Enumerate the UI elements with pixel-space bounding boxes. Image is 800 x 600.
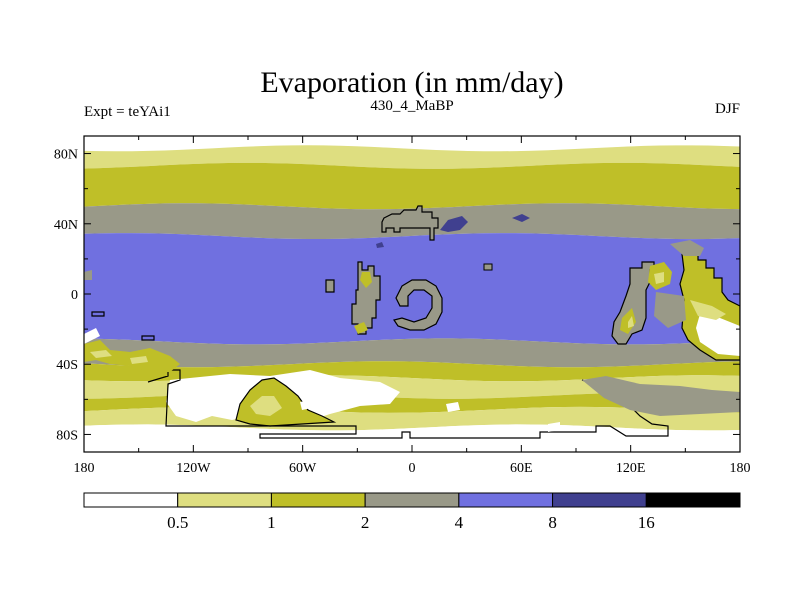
zonal-band-2 [84,162,740,210]
far-east-grey-patch [654,292,686,328]
south-grey-bump [582,376,740,416]
small-island [325,279,335,293]
x-tick-label: 0 [409,461,416,476]
y-axis: 80N 40N 0 40S 80S [54,148,740,443]
patch-8-16-small [512,214,530,222]
evaporation-field [84,136,740,452]
colorbar-box-1 [177,492,272,508]
west-lightyellow-coast [90,350,148,364]
x-tick-label: 180 [730,461,751,476]
zonal-band-1 [84,145,740,169]
west-yellow-coast [84,340,180,372]
central-yellow-patch-2 [354,322,368,334]
patch-8-16-dot [376,242,384,248]
central-yellow-patch [360,272,372,288]
colorbar-label: 0.5 [167,513,188,532]
colorbar-label: 4 [455,513,464,532]
y-tick-label: 80S [56,428,78,443]
east-purple-dot [708,250,716,258]
x-tick-label: 60W [289,461,317,476]
y-tick-label: 40N [54,218,78,233]
east-continent-yellow [620,308,636,334]
far-east-lightyellow [690,300,726,320]
south-white-left [84,328,100,344]
x-tick-label: 120E [616,461,646,476]
far-east-white [696,314,740,356]
south-mountain-lightyellow [250,396,282,416]
tiny-island [483,263,493,271]
colorbar: 0.5 1 2 4 8 16 [83,492,741,532]
center-string: 430_4_MaBP [370,98,453,114]
colorbar-box-5 [552,492,647,508]
west-grey-dot [84,270,92,280]
central-continent [351,261,381,335]
north-landmass [381,205,439,241]
y-tick-label: 0 [71,288,78,303]
colorbar-box-0 [83,492,179,508]
equatorial-lightyellow [654,272,664,284]
colorbar-box-3 [364,492,460,508]
equatorial-grey [670,240,704,256]
regional-patches [84,205,740,439]
x-tick-label: 60E [510,461,533,476]
colorbar-box-6 [645,492,741,508]
colorbar-label: 16 [638,513,655,532]
zonal-band-5 [84,338,740,368]
colorbar-box-2 [270,492,366,508]
patch-8-16-north-pacific [440,216,468,232]
left-string: Expt = teYAi1 [84,104,171,120]
y-tick-label: 40S [56,358,78,373]
x-axis: 180 120W 60W 0 60E 120E 180 [74,136,751,476]
colorbar-box-4 [458,492,554,508]
west-coast-outline [91,311,155,341]
right-string: DJF [715,101,740,117]
colorbar-label: 8 [548,513,557,532]
y-tick-label: 80N [54,148,78,163]
chart-title: Evaporation (in mm/day) [260,66,563,99]
colorbar-label: 1 [267,513,276,532]
x-tick-label: 120W [176,461,211,476]
east-continent-lightyellow [628,316,634,328]
south-continent-outline [147,369,669,439]
ring-continent [393,279,443,331]
x-tick-label: 180 [74,461,95,476]
colorbar-label: 2 [361,513,370,532]
